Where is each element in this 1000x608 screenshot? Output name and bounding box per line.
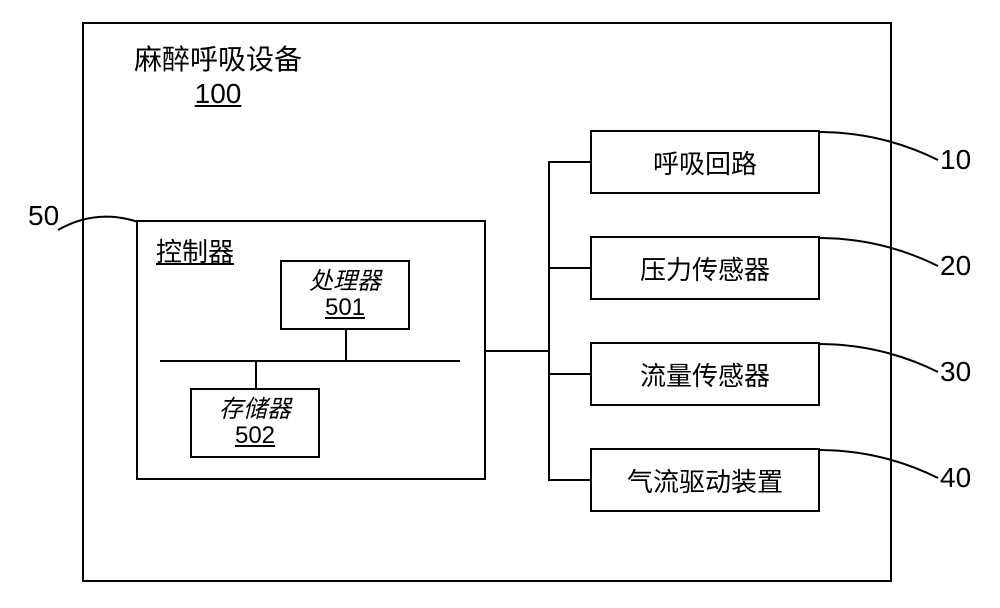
diagram-canvas: 麻醉呼吸设备 100 控制器 处理器 501 存储器 502 呼吸回路 压力传感… <box>0 0 1000 608</box>
bus-stub <box>548 161 590 163</box>
right-block-pressure-sensor: 压力传感器 <box>590 236 820 300</box>
bus-controller-link <box>486 350 550 352</box>
controller-label: 控制器 <box>138 222 234 269</box>
controller-internal-bus <box>160 360 460 362</box>
right-block-label: 流量传感器 <box>640 356 770 393</box>
outer-id: 100 <box>134 78 302 110</box>
processor-box: 处理器 501 <box>280 260 410 330</box>
outer-title: 麻醉呼吸设备 <box>134 38 302 78</box>
right-block-label: 压力传感器 <box>640 250 770 287</box>
memory-link <box>255 360 257 388</box>
bus-stub <box>548 373 590 375</box>
ref-label-10: 10 <box>940 144 971 176</box>
memory-id: 502 <box>235 423 275 449</box>
ref-label-20: 20 <box>940 250 971 282</box>
right-block-airflow-driver: 气流驱动装置 <box>590 448 820 512</box>
bus-stub <box>548 267 590 269</box>
bus-stub <box>548 479 590 481</box>
ref-label-40: 40 <box>940 462 971 494</box>
right-block-breathing-circuit: 呼吸回路 <box>590 130 820 194</box>
processor-id: 501 <box>325 295 365 321</box>
processor-label: 处理器 <box>309 269 381 295</box>
ref-label-50: 50 <box>28 200 59 232</box>
bus-vertical <box>548 162 550 480</box>
processor-link <box>345 330 347 360</box>
ref-label-30: 30 <box>940 356 971 388</box>
right-block-label: 呼吸回路 <box>653 144 757 181</box>
memory-label: 存储器 <box>219 397 291 423</box>
right-block-flow-sensor: 流量传感器 <box>590 342 820 406</box>
right-block-label: 气流驱动装置 <box>627 462 783 499</box>
memory-box: 存储器 502 <box>190 388 320 458</box>
